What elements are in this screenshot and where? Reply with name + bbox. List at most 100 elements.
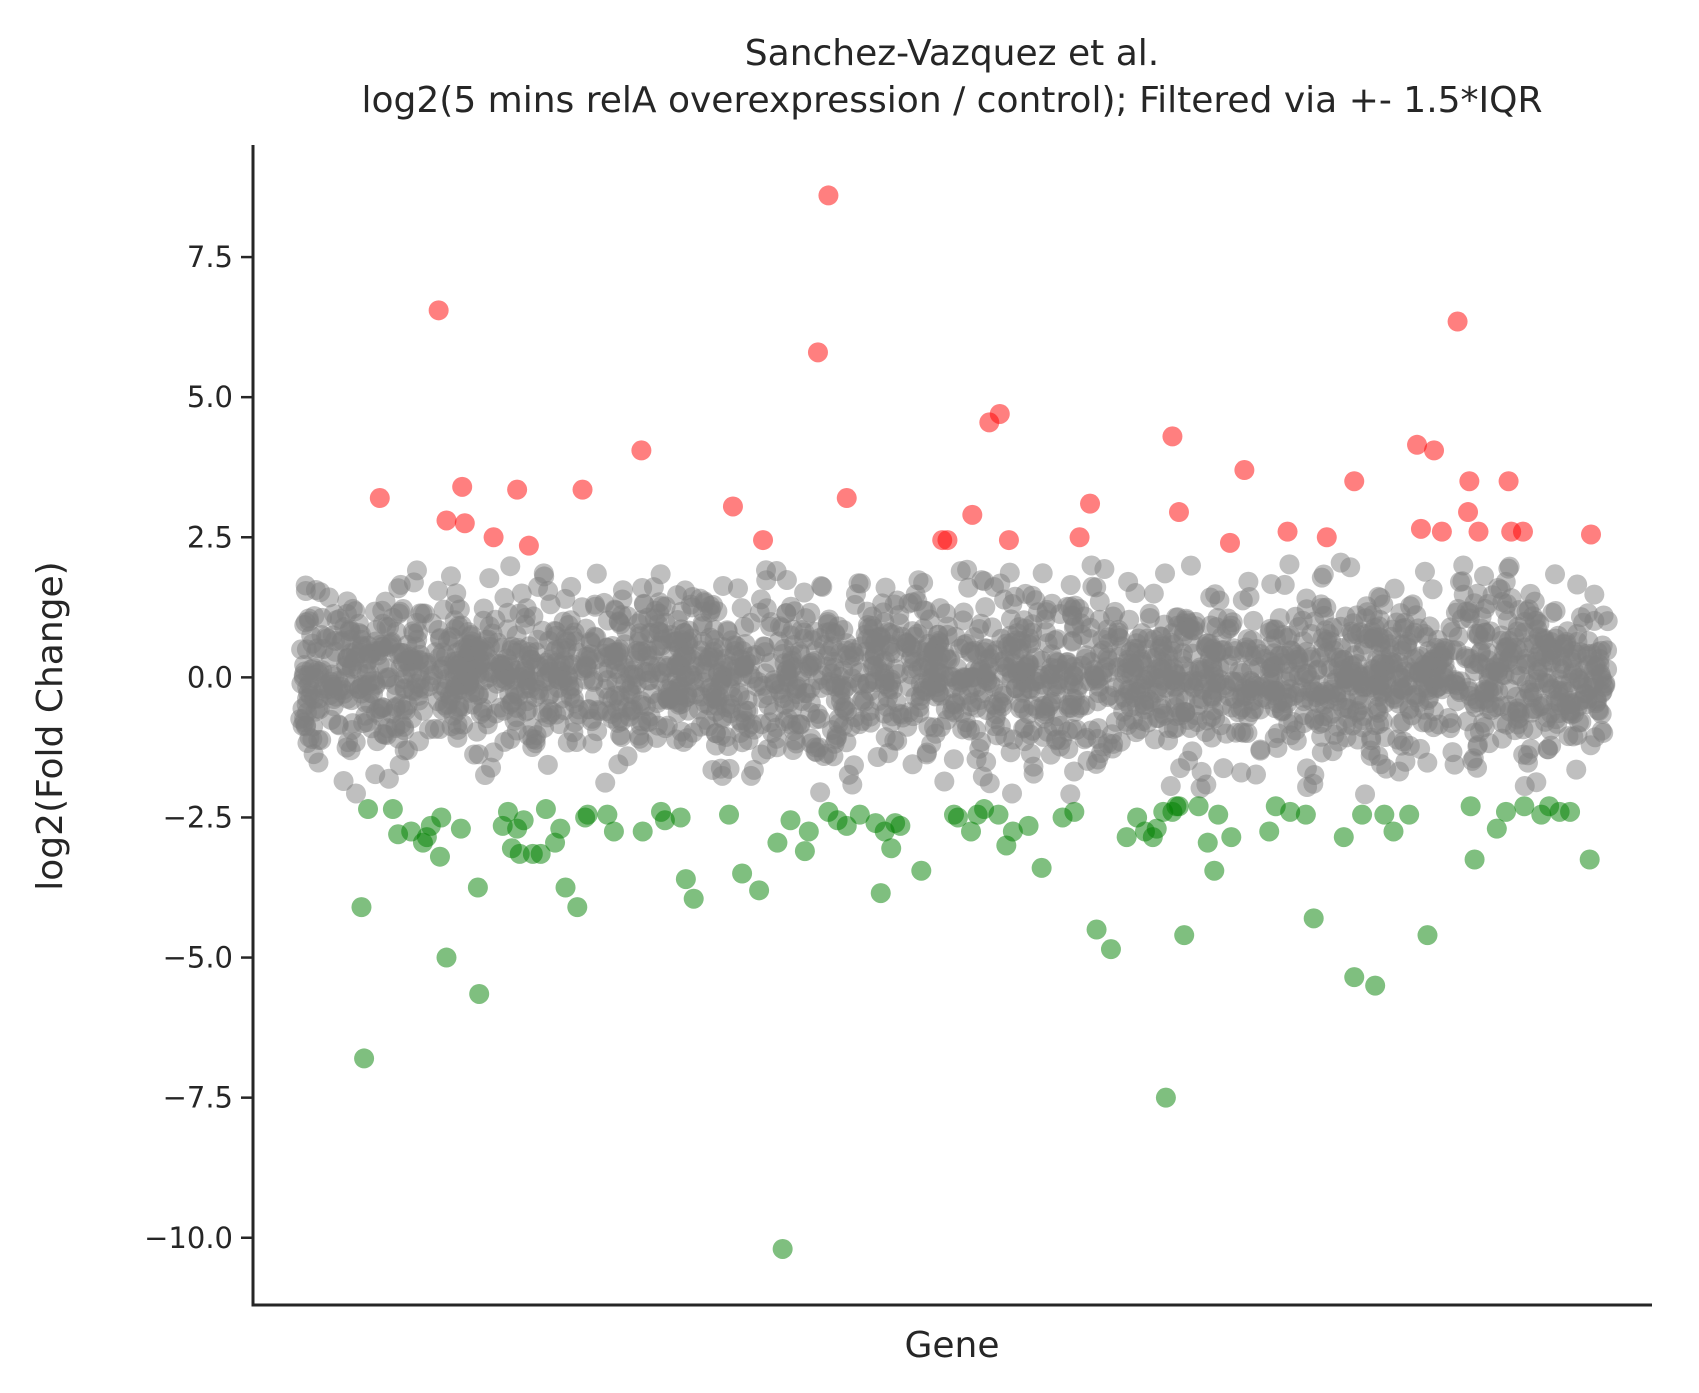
upregulated-point — [1219, 532, 1240, 553]
neutral-point — [1487, 661, 1508, 682]
neutral-point — [440, 566, 461, 587]
neutral-point — [1060, 574, 1081, 595]
upregulated-point — [1162, 426, 1183, 447]
neutral-point — [1119, 679, 1140, 700]
neutral-point — [882, 679, 903, 700]
neutral-point — [409, 661, 430, 682]
downregulated-point — [1197, 832, 1218, 853]
neutral-point — [321, 709, 342, 730]
neutral-point — [1006, 630, 1027, 651]
neutral-point — [1442, 742, 1463, 763]
neutral-point — [1146, 659, 1167, 680]
downregulated-point — [1086, 919, 1107, 940]
downregulated-point — [1560, 801, 1581, 822]
neutral-point — [1039, 664, 1060, 685]
neutral-point — [988, 691, 1009, 712]
neutral-point — [1014, 657, 1035, 678]
neutral-point — [1479, 733, 1500, 754]
neutral-point — [518, 725, 539, 746]
neutral-point — [305, 668, 326, 689]
neutral-point — [842, 774, 863, 795]
downregulated-point — [1204, 860, 1225, 881]
downregulated-point — [1383, 821, 1404, 842]
upregulated-point — [428, 300, 449, 321]
neutral-point — [729, 710, 750, 731]
upregulated-point — [1344, 471, 1365, 492]
downregulated-point — [798, 821, 819, 842]
neutral-point — [1134, 694, 1155, 715]
neutral-point — [712, 708, 733, 729]
downregulated-point — [890, 815, 911, 836]
neutral-point — [542, 701, 563, 722]
neutral-point — [698, 646, 719, 667]
neutral-point — [357, 675, 378, 696]
neutral-point — [467, 637, 488, 658]
neutral-point — [1514, 776, 1535, 797]
downregulated-point — [358, 799, 379, 820]
neutral-point — [564, 712, 585, 733]
neutral-point — [582, 733, 603, 754]
neutral-point — [585, 596, 606, 617]
downregulated-point — [1064, 801, 1085, 822]
downregulated-point — [1417, 925, 1438, 946]
upregulated-point — [1168, 502, 1189, 523]
y-tick-label: −7.5 — [163, 1081, 233, 1115]
neutral-point — [1020, 679, 1041, 700]
neutral-point — [1375, 727, 1396, 748]
neutral-point — [1425, 659, 1446, 680]
neutral-point — [1064, 615, 1085, 636]
downregulated-point — [1514, 796, 1535, 817]
neutral-point — [1364, 630, 1385, 651]
neutral-point — [377, 658, 398, 679]
neutral-point — [675, 646, 696, 667]
neutral-point — [1032, 563, 1053, 584]
neutral-point — [1267, 737, 1288, 758]
neutral-point — [675, 580, 696, 601]
neutral-point — [1263, 682, 1284, 703]
neutral-point — [774, 653, 795, 674]
neutral-point — [966, 697, 987, 718]
downregulated-point — [530, 843, 551, 864]
neutral-point — [982, 617, 1003, 638]
neutral-point — [1340, 557, 1361, 578]
neutral-point — [734, 616, 755, 637]
neutral-point — [789, 641, 810, 662]
neutral-point — [1394, 617, 1415, 638]
neutral-point — [1175, 690, 1196, 711]
neutral-point — [1317, 656, 1338, 677]
neutral-point — [1399, 698, 1420, 719]
neutral-point — [1281, 640, 1302, 661]
neutral-point — [649, 689, 670, 710]
neutral-point — [1360, 677, 1381, 698]
neutral-point — [780, 596, 801, 617]
neutral-point — [1438, 707, 1459, 728]
neutral-point — [432, 699, 453, 720]
neutral-point — [766, 737, 787, 758]
downregulated-point — [1399, 804, 1420, 825]
neutral-point — [1297, 776, 1318, 797]
neutral-point — [613, 653, 634, 674]
neutral-point — [1200, 587, 1221, 608]
neutral-point — [969, 738, 990, 759]
neutral-point — [370, 634, 391, 655]
upregulated-point — [1459, 471, 1480, 492]
y-tick-label: −2.5 — [163, 800, 233, 834]
upregulated-point — [818, 185, 839, 206]
chart-subtitle: log2(5 mins relA overexpression / contro… — [361, 80, 1542, 121]
neutral-point — [579, 699, 600, 720]
neutral-point — [1177, 671, 1198, 692]
neutral-point — [580, 632, 601, 653]
neutral-point — [1021, 633, 1042, 654]
downregulated-point — [794, 841, 815, 862]
neutral-point — [1446, 640, 1467, 661]
neutral-point — [633, 593, 654, 614]
neutral-point — [1471, 606, 1492, 627]
neutral-point — [566, 731, 587, 752]
neutral-point — [1160, 776, 1181, 797]
neutral-point — [1384, 578, 1405, 599]
downregulated-point — [719, 804, 740, 825]
neutral-point — [1367, 696, 1388, 717]
downregulated-point — [911, 860, 932, 881]
y-tick-label: −10.0 — [144, 1221, 233, 1255]
neutral-point — [1446, 691, 1467, 712]
